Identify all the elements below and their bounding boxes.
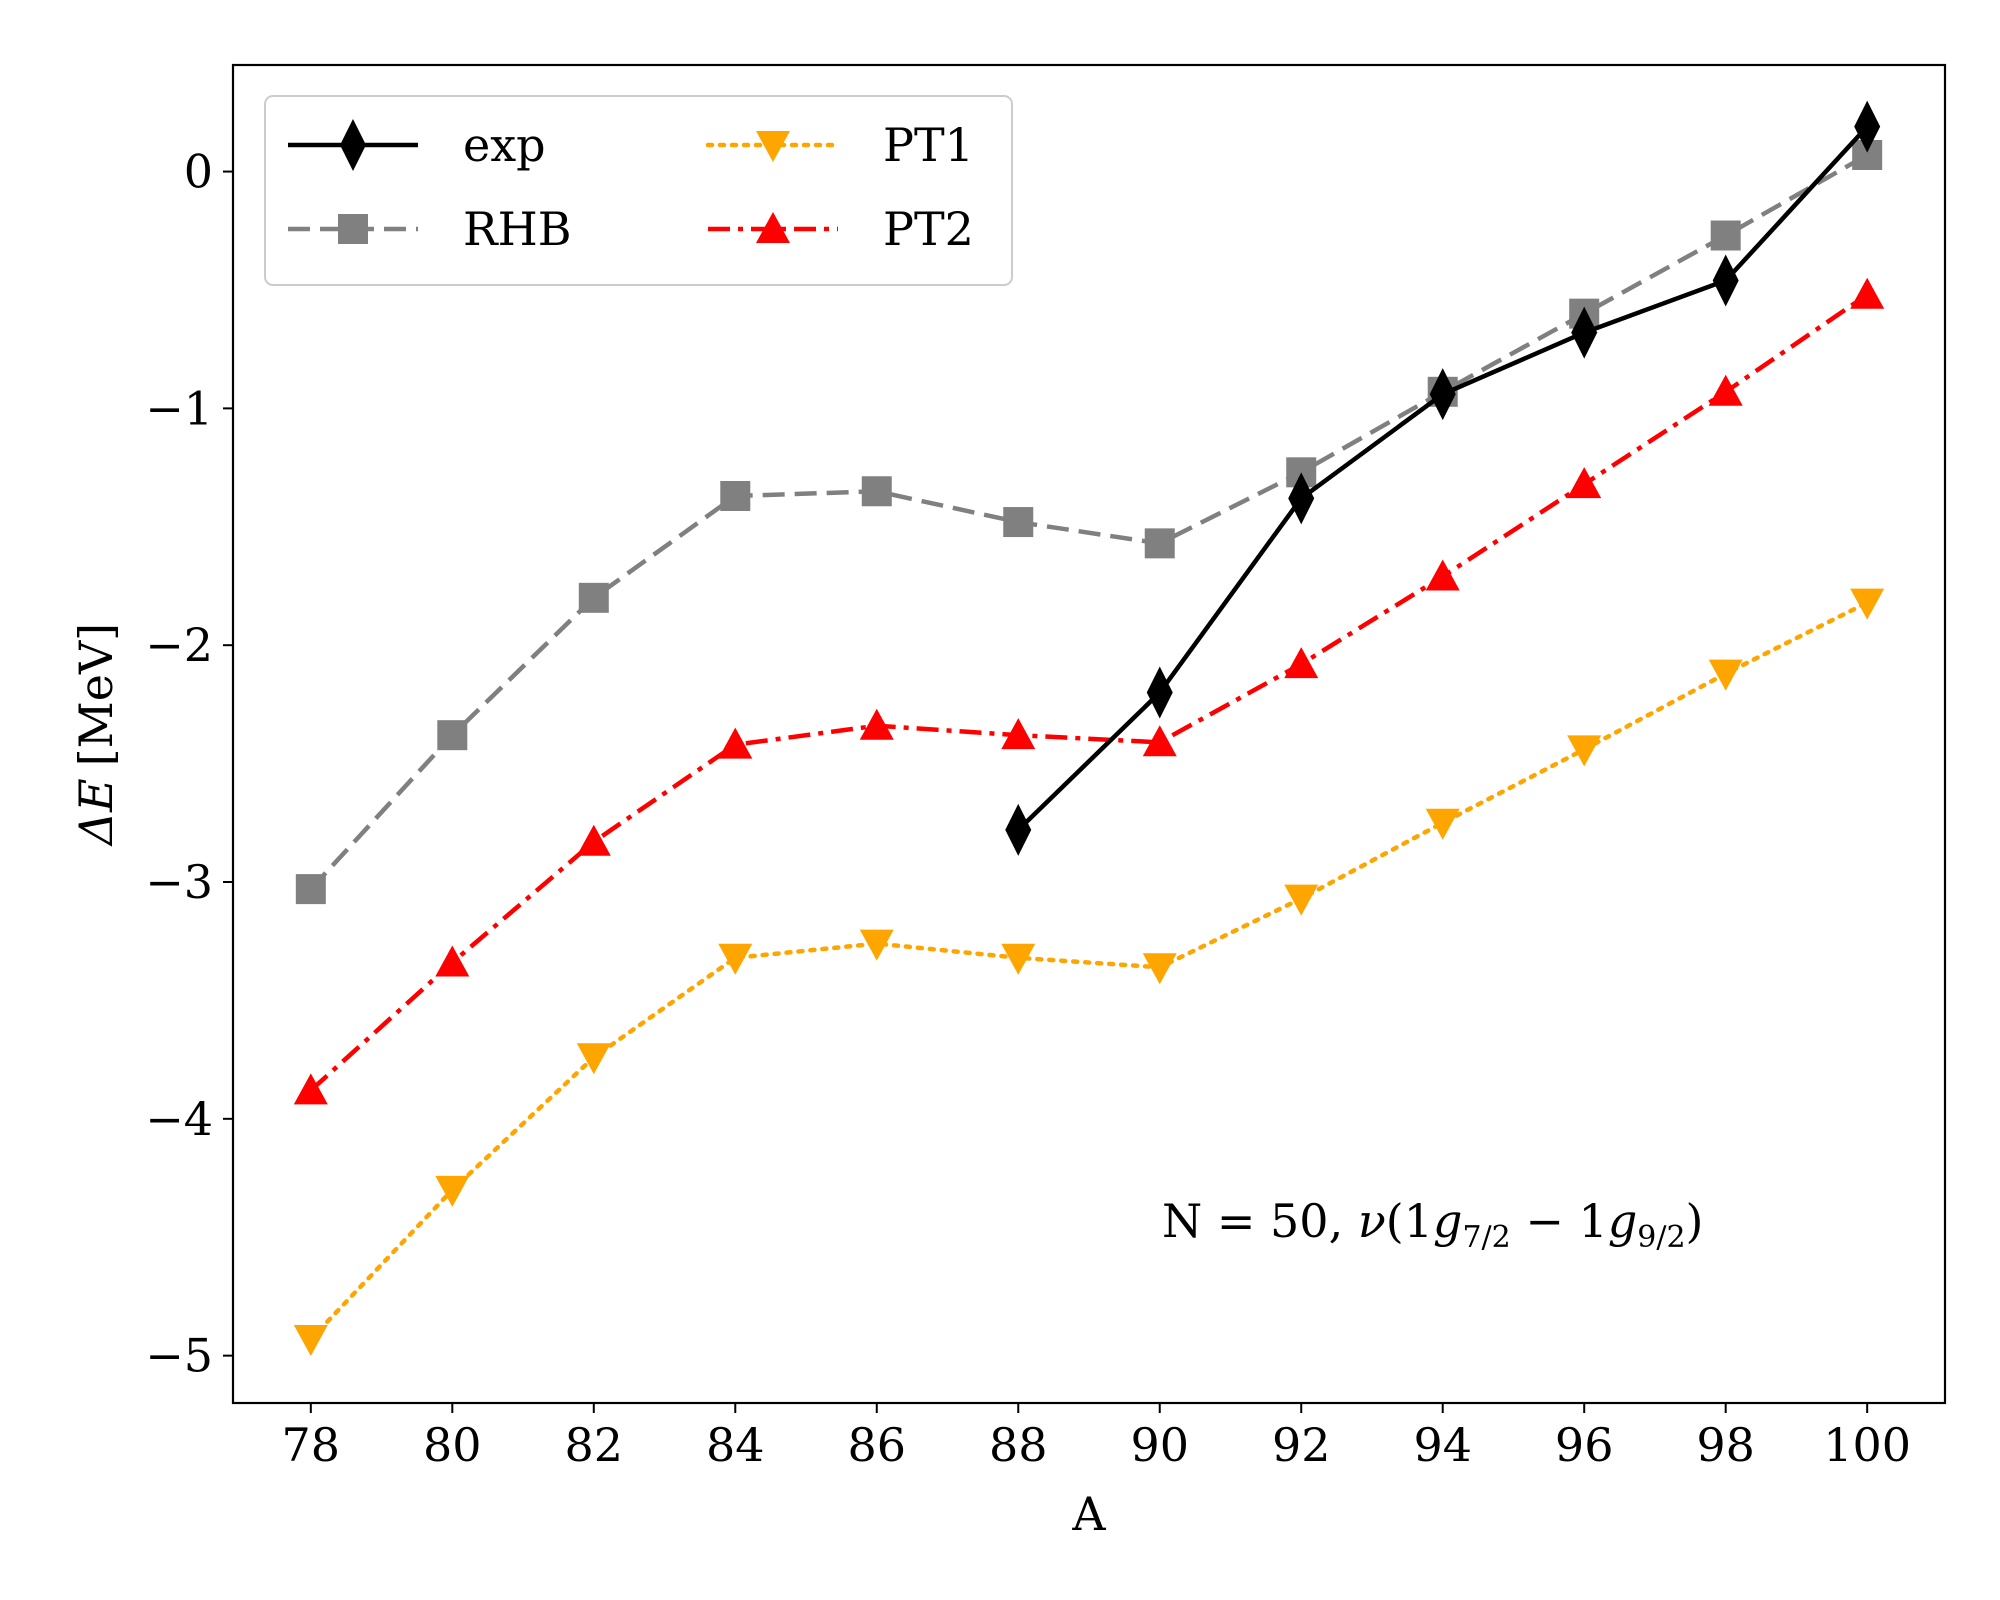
data-point-pt2 <box>859 708 894 740</box>
annotation-nu: ν <box>1358 1194 1386 1248</box>
x-tick-label: 84 <box>706 1418 765 1472</box>
data-point-pt2 <box>576 824 611 856</box>
y-axis-label-unit: [MeV] <box>69 623 123 766</box>
annotation-g1: g <box>1433 1194 1462 1248</box>
series-line-pt1 <box>308 600 1870 1342</box>
annotation-g2: g <box>1608 1194 1637 1248</box>
x-tick-label: 90 <box>1130 1418 1189 1472</box>
annotation-sub1: 7/2 <box>1462 1220 1510 1255</box>
x-axis-ticks: 78 80 82 84 86 88 90 92 94 96 98 100 <box>282 1403 1911 1472</box>
data-point-pt2 <box>718 727 753 759</box>
legend-marker-pt2 <box>756 212 790 243</box>
x-tick-label: 82 <box>565 1418 624 1472</box>
series-rhb <box>295 139 1883 905</box>
data-point-rhb <box>720 481 751 512</box>
y-tick-label: −2 <box>145 618 213 672</box>
y-axis-label-symbol: ΔE <box>69 778 123 847</box>
data-point-rhb <box>1710 220 1741 251</box>
legend-entry-exp: exp <box>288 118 546 172</box>
data-point-rhb <box>1144 528 1175 559</box>
data-point-pt2 <box>435 945 470 977</box>
series-pt2 <box>293 277 1885 1105</box>
x-tick-label: 96 <box>1555 1418 1614 1472</box>
data-point-pt1 <box>1001 943 1036 975</box>
x-tick-label: 100 <box>1823 1418 1911 1472</box>
series-layer <box>293 100 1885 1357</box>
x-tick-label: 80 <box>423 1418 482 1472</box>
data-point-pt1 <box>435 1175 470 1207</box>
data-point-exp <box>1571 306 1598 359</box>
x-tick-label: 78 <box>282 1418 341 1472</box>
y-tick-label: −5 <box>145 1329 213 1383</box>
data-point-rhb <box>295 874 326 905</box>
annotation-sub2: 9/2 <box>1637 1220 1685 1255</box>
y-tick-label: 0 <box>184 145 213 199</box>
data-point-rhb <box>578 582 609 613</box>
data-point-pt1 <box>1142 953 1177 985</box>
y-tick-label: −1 <box>145 381 213 435</box>
plot-frame <box>231 63 1947 1405</box>
annotation-prefix: N = 50, <box>1162 1194 1358 1248</box>
data-point-pt2 <box>293 1073 328 1105</box>
y-axis-label: ΔE [MeV] <box>69 623 123 847</box>
annotation-text: N = 50, ν(1g7/2 − 1g9/2) <box>1162 1194 1704 1255</box>
data-point-pt2 <box>1425 559 1460 591</box>
legend-items: exp RHB PT1 PT2 <box>288 118 974 256</box>
data-point-rhb <box>1003 507 1034 538</box>
data-point-pt1 <box>859 929 894 961</box>
data-point-pt1 <box>1425 808 1460 840</box>
annotation-open: (1 <box>1386 1194 1433 1248</box>
data-point-exp <box>1712 254 1739 307</box>
data-point-pt2 <box>1850 277 1885 309</box>
annotation-minus: − 1 <box>1511 1194 1608 1248</box>
legend-label-rhb: RHB <box>463 202 572 256</box>
data-point-exp <box>1005 803 1032 856</box>
data-point-pt1 <box>1567 735 1602 767</box>
data-point-exp <box>1146 666 1173 719</box>
x-tick-label: 98 <box>1696 1418 1755 1472</box>
legend-entry-rhb: RHB <box>288 202 572 256</box>
data-point-pt1 <box>1708 659 1743 691</box>
legend-frame <box>264 95 1013 286</box>
y-axis-ticks: 0 −1 −2 −3 −4 −5 <box>145 145 233 1383</box>
data-point-pt1 <box>718 943 753 975</box>
data-point-rhb <box>437 720 468 751</box>
legend: exp RHB PT1 PT2 <box>264 95 1013 286</box>
legend-entry-pt1: PT1 <box>705 118 974 172</box>
series-line-pt2 <box>309 292 1869 1093</box>
x-tick-label: 94 <box>1413 1418 1472 1472</box>
data-point-exp <box>1429 368 1456 421</box>
x-tick-label: 92 <box>1272 1418 1331 1472</box>
annotation-close: ) <box>1686 1194 1704 1248</box>
legend-entry-pt2: PT2 <box>708 202 974 256</box>
data-point-pt1 <box>293 1325 328 1357</box>
series-pt1 <box>293 588 1885 1357</box>
y-tick-label: −4 <box>145 1092 213 1146</box>
legend-marker-exp <box>340 119 366 171</box>
data-point-pt2 <box>1001 718 1036 750</box>
legend-label-pt2: PT2 <box>883 202 974 256</box>
data-point-exp <box>1288 472 1315 525</box>
x-tick-label: 88 <box>989 1418 1048 1472</box>
y-tick-label: −3 <box>145 855 213 909</box>
x-axis-label: A <box>1071 1487 1106 1541</box>
legend-label-pt1: PT1 <box>883 118 974 172</box>
data-point-exp <box>1854 100 1881 153</box>
data-point-pt2 <box>1142 725 1177 757</box>
data-point-pt1 <box>1284 884 1319 916</box>
x-tick-label: 86 <box>847 1418 906 1472</box>
data-point-rhb <box>861 476 892 507</box>
data-point-pt2 <box>1708 374 1743 406</box>
data-point-pt2 <box>1567 467 1602 499</box>
data-point-pt2 <box>1284 647 1319 679</box>
data-point-pt1 <box>1850 588 1885 620</box>
legend-marker-pt1 <box>756 131 790 162</box>
series-line-rhb <box>309 153 1869 891</box>
series-exp <box>1005 100 1881 856</box>
legend-label-exp: exp <box>463 118 546 172</box>
legend-marker-rhb <box>338 214 368 244</box>
data-point-pt1 <box>576 1043 611 1075</box>
